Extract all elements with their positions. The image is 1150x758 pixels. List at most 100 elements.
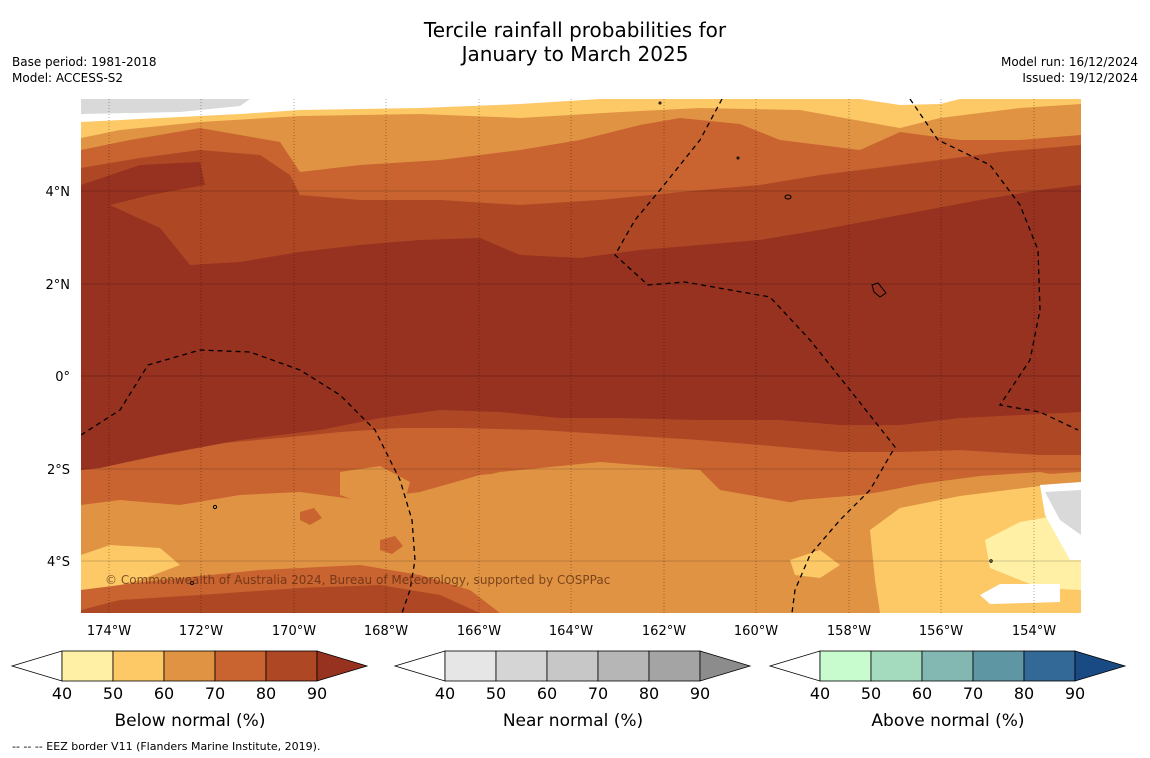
- colorbar-tick: 60: [537, 684, 557, 703]
- eez-borders: [81, 99, 1079, 613]
- probability-field: © Commonwealth of Australia 2024, Bureau…: [81, 99, 1081, 613]
- colorbar-segment: [819, 650, 872, 682]
- colorbar-tick: 70: [205, 684, 225, 703]
- colorbar-segment: [214, 650, 267, 682]
- colorbar-segment: [648, 650, 701, 682]
- lon-tick: 156°W: [919, 624, 963, 639]
- colorbar-tick: 70: [963, 684, 983, 703]
- issued-date: Issued: 19/12/2024: [1022, 71, 1138, 85]
- colorbar-below-normal: Below normal (%) 40 50 60 70 80 90: [10, 650, 369, 731]
- islands: [190, 101, 993, 585]
- island-1: [784, 194, 792, 200]
- colorbar-label: Below normal (%): [115, 711, 266, 731]
- patch-bottom-white: [980, 584, 1060, 604]
- colorbar-tick: 70: [588, 684, 608, 703]
- eez-border-east: [909, 99, 1079, 431]
- colorbar-above-normal: Above normal (%) 40 50 60 70 80 90: [768, 650, 1127, 731]
- lat-tick: 2°S: [47, 463, 70, 478]
- island-2: [871, 282, 887, 298]
- patch-south-50-mid: [790, 550, 840, 578]
- lon-tick: 164°W: [549, 624, 593, 639]
- patch-south-60-small: [340, 466, 410, 502]
- colorbar-label: Above normal (%): [871, 711, 1024, 731]
- island-7: [989, 559, 993, 563]
- model-run: Model run: 16/12/2024: [1000, 55, 1138, 69]
- island-6: [658, 101, 662, 105]
- colorbar-extend-high: [1074, 650, 1127, 682]
- lon-tick: 174°W: [87, 624, 131, 639]
- colorbar-segment: [265, 650, 318, 682]
- patch-small-70b: [300, 508, 322, 525]
- colorbar-segment: [597, 650, 650, 682]
- colorbar-tick: 50: [861, 684, 881, 703]
- colorbar-tick: 50: [103, 684, 123, 703]
- base-period: Base period: 1981-2018: [12, 55, 157, 69]
- lon-tick: 160°W: [734, 624, 778, 639]
- colorbar-tick: 60: [912, 684, 932, 703]
- colorbar-tick: 90: [690, 684, 710, 703]
- copyright-text: © Commonwealth of Australia 2024, Bureau…: [105, 573, 610, 587]
- colorbar-extend-high: [316, 650, 369, 682]
- island-4: [190, 581, 194, 585]
- lat-tick: 0°: [55, 370, 70, 385]
- colorbar-tick: 80: [1014, 684, 1034, 703]
- colorbar-segment: [546, 650, 599, 682]
- colorbar-tick: 90: [1065, 684, 1085, 703]
- lon-tick: 166°W: [457, 624, 501, 639]
- lat-tick: 4°N: [46, 185, 71, 200]
- lon-tick: 172°W: [179, 624, 223, 639]
- model-name: Model: ACCESS-S2: [12, 71, 124, 85]
- colorbar-extend-high: [699, 650, 752, 682]
- colorbar-segment: [112, 650, 165, 682]
- colorbar-tick: 40: [52, 684, 72, 703]
- colorbar-tick: 40: [435, 684, 455, 703]
- map-title: Tercile rainfall probabilities for Janua…: [0, 18, 1150, 66]
- patch-south-near: [1045, 490, 1081, 535]
- colorbar-segment: [1023, 650, 1076, 682]
- island-3: [212, 504, 218, 510]
- colorbar-tick: 90: [307, 684, 327, 703]
- colorbar-extend-low: [10, 650, 63, 682]
- colorbar-tick: 60: [154, 684, 174, 703]
- lon-tick: 170°W: [272, 624, 316, 639]
- lat-tick: 2°N: [46, 278, 71, 293]
- colorbar-tick: 50: [486, 684, 506, 703]
- colorbar-segment: [870, 650, 923, 682]
- field-90: [81, 162, 1081, 470]
- colorbar-tick: 80: [256, 684, 276, 703]
- field-top-near: [81, 99, 250, 114]
- colorbar-segment: [163, 650, 216, 682]
- colorbar-segment: [921, 650, 974, 682]
- longitude-ticks: 174°W 172°W 170°W 168°W 166°W 164°W 162°…: [87, 624, 1056, 639]
- title-line-1: Tercile rainfall probabilities for: [423, 18, 727, 42]
- colorbar-tick: 40: [810, 684, 830, 703]
- title-line-2: January to March 2025: [461, 42, 689, 66]
- patch-south-60-center: [445, 462, 720, 560]
- colorbars: Below normal (%) 40 50 60 70 80 90 Near norma…: [10, 650, 1127, 731]
- eez-border-west: [81, 349, 416, 613]
- colorbar-near-normal: Near normal (%) 40 50 60 70 80 90: [393, 650, 752, 731]
- island-5: [736, 156, 740, 160]
- lon-tick: 154°W: [1012, 624, 1056, 639]
- latitude-lines: [81, 190, 1081, 562]
- eez-border-central: [614, 99, 896, 613]
- lon-tick: 168°W: [364, 624, 408, 639]
- lon-tick: 158°W: [827, 624, 871, 639]
- colorbar-extend-low: [768, 650, 821, 682]
- left-metadata: Base period: 1981-2018 Model: ACCESS-S2: [12, 54, 157, 86]
- colorbar-segment: [444, 650, 497, 682]
- colorbar-segment: [61, 650, 114, 682]
- colorbar-segment: [972, 650, 1025, 682]
- lat-tick: 4°S: [47, 555, 70, 570]
- field-top-white-right: [860, 99, 960, 105]
- colorbar-label: Near normal (%): [503, 711, 643, 731]
- lon-tick: 162°W: [642, 624, 686, 639]
- patch-bottom-80: [81, 585, 480, 613]
- latitude-ticks: 4°N 2°N 0° 2°S 4°S: [46, 185, 71, 570]
- colorbar-extend-low: [393, 650, 446, 682]
- footer-note: -- -- -- EEZ border V11 (Flanders Marine…: [12, 740, 321, 753]
- right-metadata: Model run: 16/12/2024 Issued: 19/12/2024: [1001, 54, 1138, 86]
- patch-south-50-left: [81, 545, 180, 595]
- colorbar-segment: [495, 650, 548, 682]
